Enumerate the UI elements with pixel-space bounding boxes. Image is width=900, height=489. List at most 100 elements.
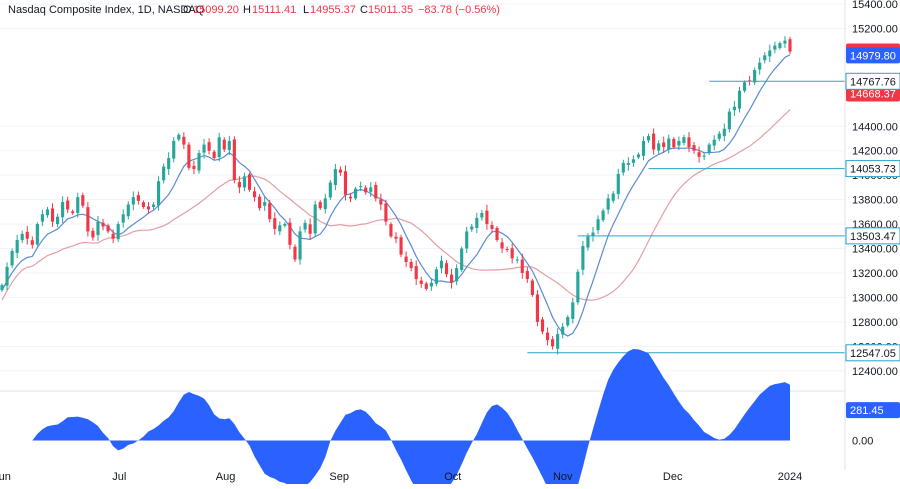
candle-body xyxy=(35,224,39,245)
candle-body xyxy=(692,145,696,151)
candle-body xyxy=(480,213,484,218)
level-tag: 13503.47 xyxy=(845,227,900,245)
level-tag-bg xyxy=(845,344,900,362)
candle xyxy=(263,196,267,211)
candle-body xyxy=(177,134,181,140)
candle-body xyxy=(702,155,706,157)
candle-body xyxy=(783,40,787,44)
open-value: 15099.20 xyxy=(193,4,239,16)
level-tag-text: 14053.73 xyxy=(850,164,896,176)
candle xyxy=(480,209,484,221)
candle xyxy=(419,276,423,288)
candle xyxy=(429,278,433,291)
price-tag: 14979.80 xyxy=(846,47,900,64)
candle xyxy=(753,67,757,85)
candle xyxy=(182,132,186,150)
x-tick-label: Jun xyxy=(0,471,11,483)
level-tag-bg xyxy=(845,160,900,178)
y-tick-label: 15400.00 xyxy=(852,0,898,11)
candle xyxy=(96,215,100,241)
candle xyxy=(116,221,120,242)
candle-body xyxy=(278,225,282,232)
candle-body xyxy=(424,283,428,289)
candle-body xyxy=(763,55,767,61)
candle-body xyxy=(490,225,494,229)
candle-body xyxy=(30,240,34,245)
candle-body xyxy=(530,280,534,295)
candle-body xyxy=(364,187,368,193)
level-tag-text: 14767.76 xyxy=(850,76,896,88)
candle xyxy=(0,283,4,292)
candle-body xyxy=(778,43,782,49)
open-label: O xyxy=(183,4,192,16)
candle-body xyxy=(591,232,595,236)
candle-body xyxy=(616,173,620,194)
candle-body xyxy=(55,216,60,225)
candle xyxy=(449,268,454,289)
candle xyxy=(192,160,196,175)
candle-body xyxy=(652,133,656,150)
candle-body xyxy=(641,140,646,156)
candle-body xyxy=(606,198,610,210)
candle-body xyxy=(247,174,252,190)
candle-body xyxy=(520,259,524,273)
moving-averages xyxy=(1,54,791,337)
candle-body xyxy=(126,204,130,217)
candle-body xyxy=(167,158,171,170)
candle-body xyxy=(25,231,29,239)
candle-body xyxy=(389,224,393,237)
candle xyxy=(561,322,565,339)
candle-body xyxy=(71,211,75,214)
candle-body xyxy=(414,266,418,280)
horizontal-levels[interactable] xyxy=(527,80,845,354)
candle xyxy=(202,138,206,159)
candle xyxy=(313,200,317,238)
candle xyxy=(500,237,504,253)
candle xyxy=(303,219,307,233)
candle xyxy=(247,172,252,192)
candle-body xyxy=(399,237,403,255)
grid xyxy=(0,3,845,372)
candles xyxy=(0,36,792,355)
y-tick-label: 13800.00 xyxy=(852,195,898,207)
candle-body xyxy=(626,162,630,165)
candle xyxy=(343,165,348,201)
candle xyxy=(5,262,9,291)
candle xyxy=(348,192,353,203)
high-label: H xyxy=(243,4,251,16)
candle xyxy=(404,251,408,268)
candle xyxy=(702,151,706,161)
candle xyxy=(278,221,282,236)
candle-body xyxy=(111,233,115,239)
osc-zero-label: 0.00 xyxy=(852,435,873,447)
x-tick-label: Sep xyxy=(329,471,349,483)
candle xyxy=(788,36,792,55)
candle-body xyxy=(449,274,454,283)
candle xyxy=(71,209,75,215)
candle-body xyxy=(136,195,140,201)
candle xyxy=(354,186,358,201)
candle-body xyxy=(535,294,540,322)
candle xyxy=(45,206,50,218)
candle xyxy=(91,227,95,241)
candle xyxy=(434,266,438,287)
candle xyxy=(470,224,474,232)
candle xyxy=(439,255,444,274)
candle-body xyxy=(298,231,302,260)
candle xyxy=(298,226,302,265)
candle xyxy=(232,136,236,184)
oscillator-pane xyxy=(0,349,845,489)
candle xyxy=(66,196,70,214)
candle xyxy=(187,142,191,171)
candle xyxy=(106,223,110,234)
candle-body xyxy=(308,224,312,234)
candle xyxy=(566,315,570,328)
candle-body xyxy=(379,199,383,205)
y-tick-label: 12400.00 xyxy=(852,366,898,378)
ma-fast-line xyxy=(1,54,791,337)
candle xyxy=(530,278,534,297)
candle-body xyxy=(15,239,19,253)
candle-body xyxy=(288,222,292,245)
candle-body xyxy=(66,200,70,210)
